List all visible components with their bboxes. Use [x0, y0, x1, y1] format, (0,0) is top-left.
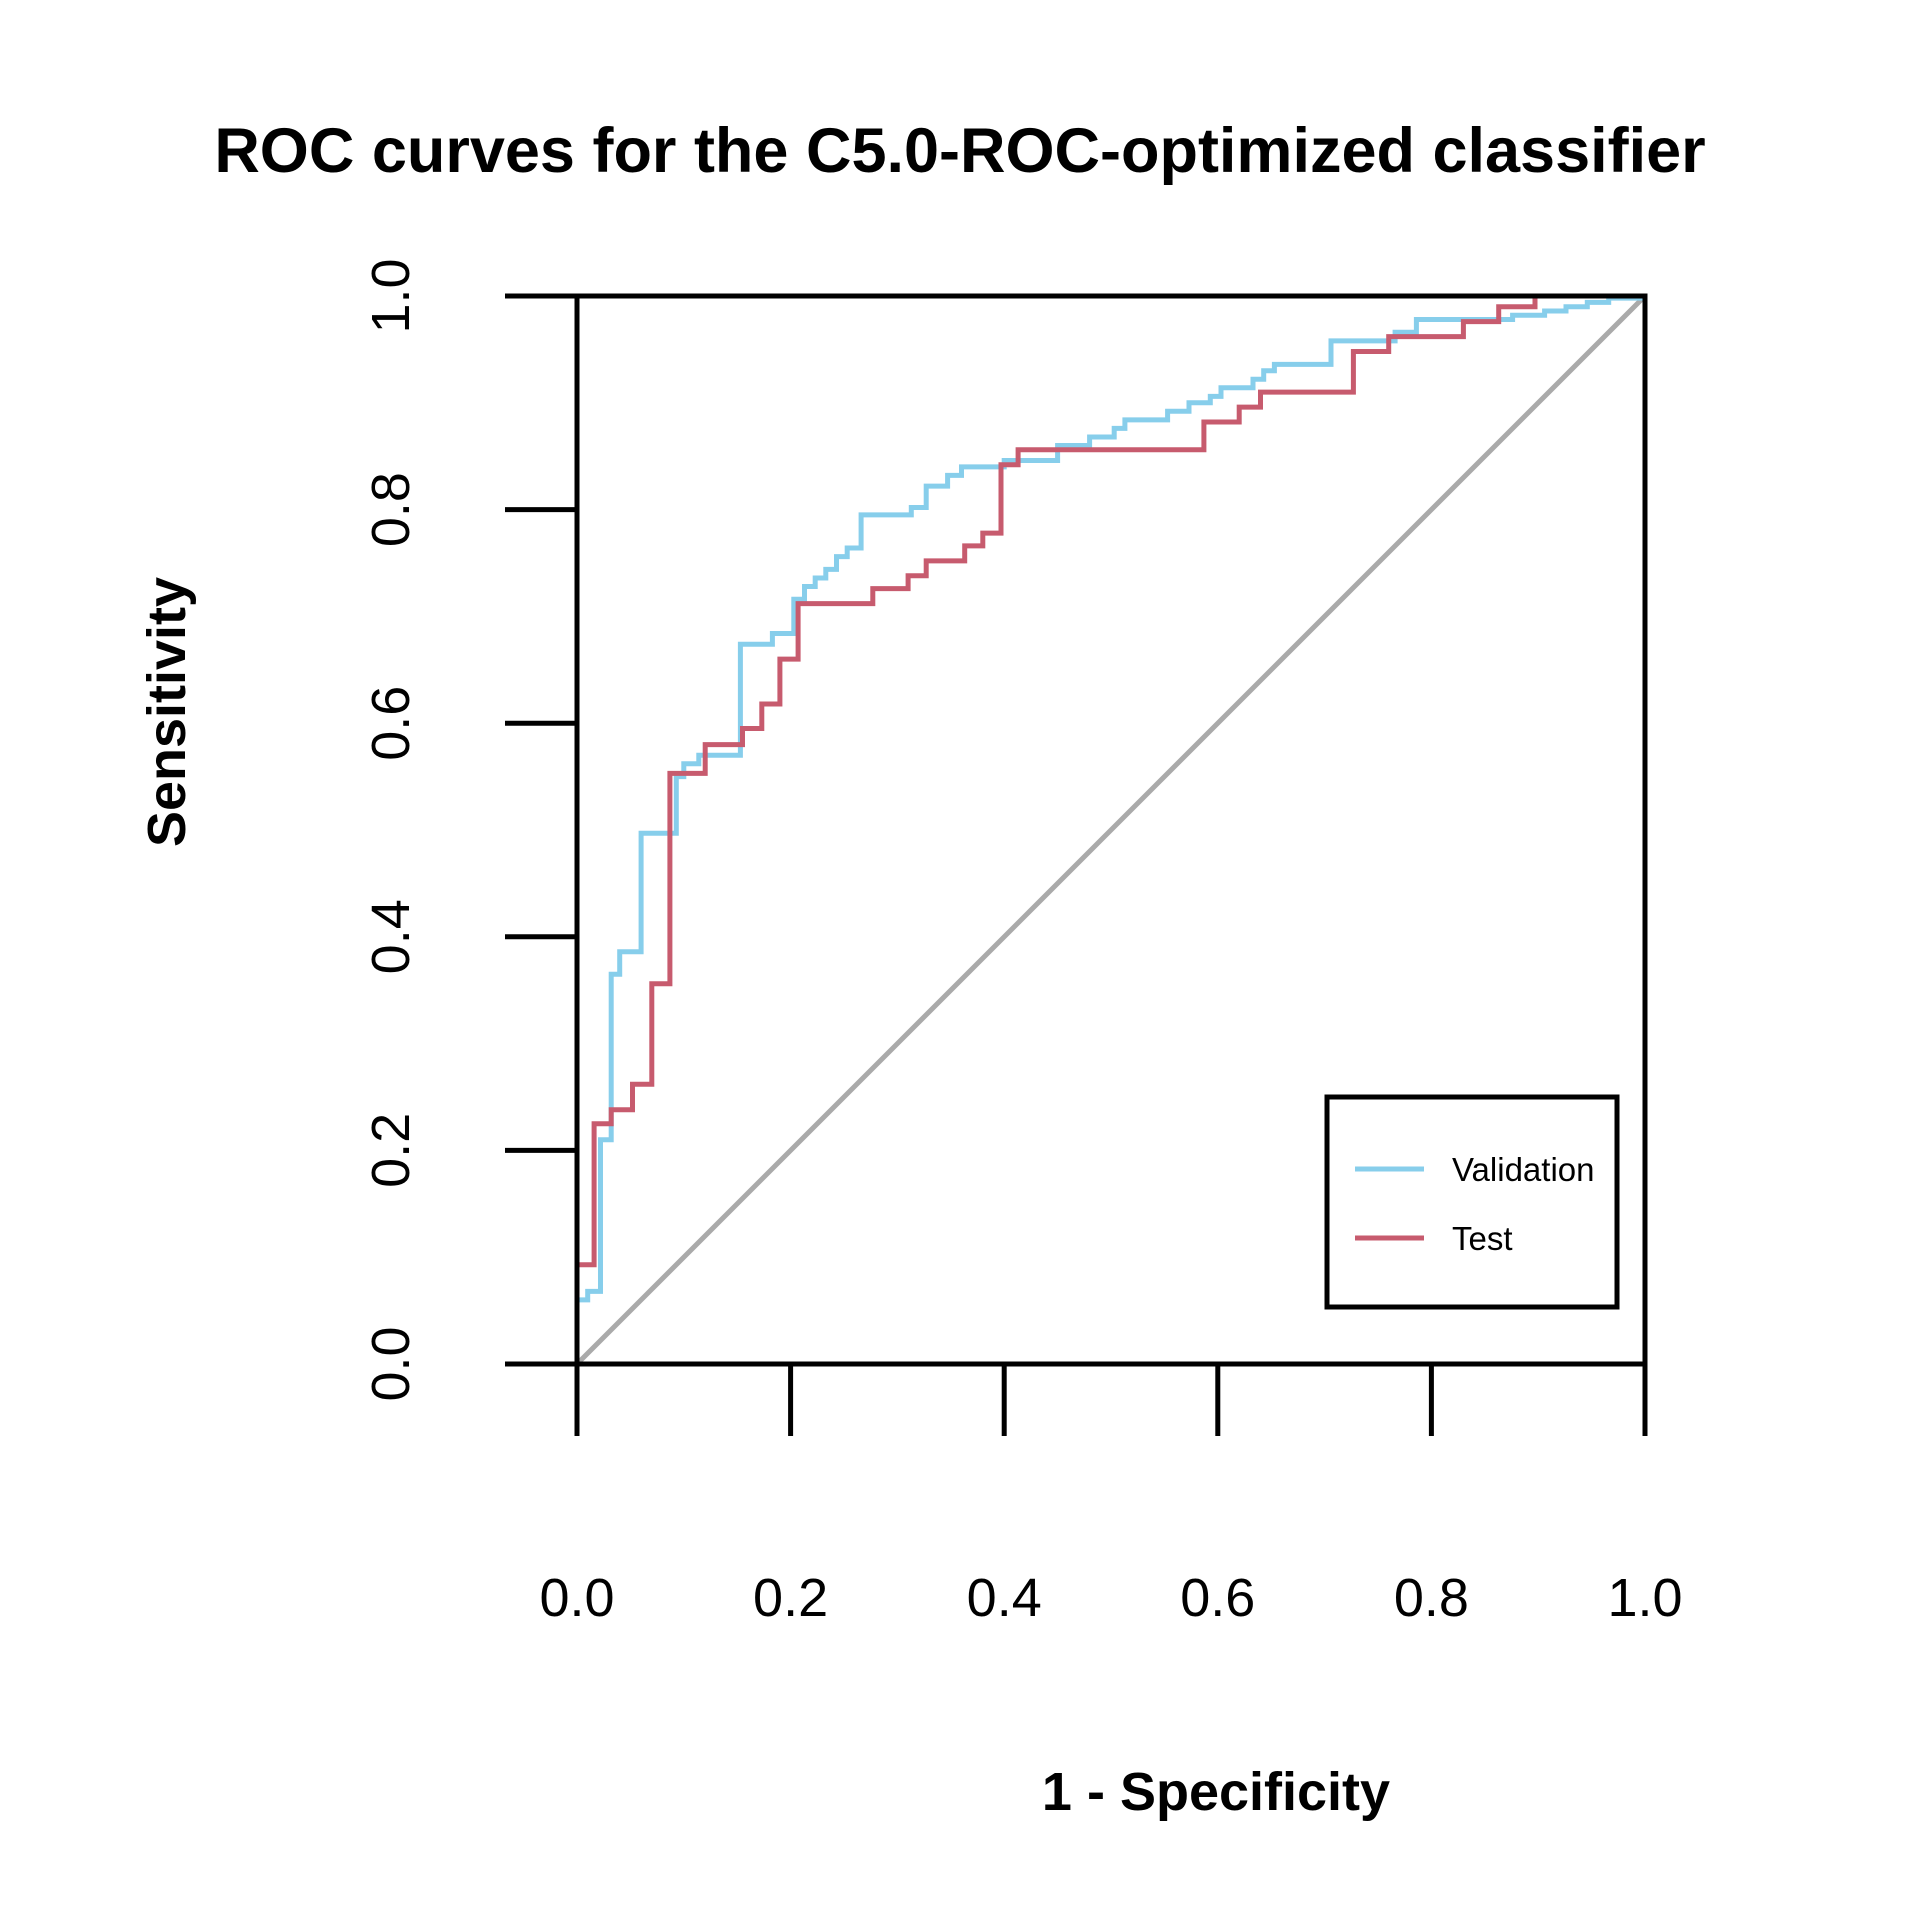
y-tick-label-0.4: 0.4 [361, 899, 421, 974]
x-tick-label-0.8: 0.8 [1394, 1568, 1469, 1628]
x-axis-title: 1 - Specificity [1042, 1762, 1390, 1822]
reference-diagonal [575, 294, 1647, 1366]
y-tick-label-0.8: 0.8 [361, 472, 421, 547]
x-tick-label-0.4: 0.4 [967, 1568, 1042, 1628]
x-tick-label-0.0: 0.0 [539, 1568, 614, 1628]
y-axis-title: Sensitivity [137, 577, 197, 847]
y-tick-label-0.0: 0.0 [361, 1326, 421, 1401]
x-tick-label-1.0: 1.0 [1607, 1568, 1682, 1628]
legend: Validation Test [1324, 1094, 1620, 1310]
x-tick-label-0.6: 0.6 [1180, 1568, 1255, 1628]
axes: 0.0 0.2 0.4 0.6 0.8 1.0 0.0 0.2 0.4 0.6 0.8 1.0 [361, 258, 1683, 1628]
y-tick-label-0.6: 0.6 [361, 686, 421, 761]
legend-label-validation: Validation [1452, 1151, 1595, 1188]
series-line-test [574, 293, 1645, 1364]
legend-label-test: Test [1452, 1220, 1513, 1257]
y-tick-label-1.0: 1.0 [361, 258, 421, 333]
y-tick-label-0.2: 0.2 [361, 1113, 421, 1188]
x-tick-label-0.2: 0.2 [753, 1568, 828, 1628]
chart-title: ROC curves for the C5.0-ROC-optimized cl… [214, 116, 1705, 186]
plot-frame [574, 293, 1648, 1367]
legend-box [1324, 1094, 1620, 1310]
plot-area [574, 293, 1647, 1366]
